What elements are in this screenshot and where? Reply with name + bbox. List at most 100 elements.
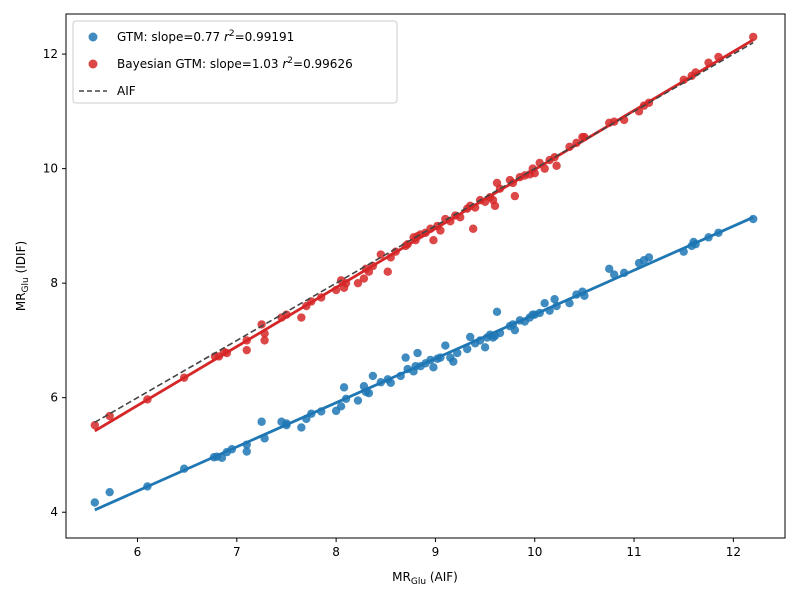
- point-gtm: [429, 363, 438, 372]
- point-gtm: [545, 306, 554, 315]
- point-gtm: [535, 308, 544, 318]
- legend-label-bayesian-value: =0.99626: [293, 57, 353, 71]
- point-gtm: [339, 383, 349, 392]
- point-gtm: [353, 396, 363, 405]
- aif-line: [94, 41, 754, 424]
- point-bayes: [540, 164, 549, 173]
- legend-label-bayesian-text: Bayesian GTM: slope=1.03: [117, 57, 282, 71]
- point-gtm: [376, 378, 386, 387]
- legend-label-bayesian-sup: 2: [287, 56, 293, 66]
- y-tick-label: 8: [50, 276, 58, 290]
- point-gtm: [453, 348, 462, 358]
- point-bayes: [714, 52, 723, 62]
- point-gtm: [297, 423, 306, 432]
- y-axis-ticks: 4 6 8 10 12: [43, 47, 66, 519]
- point-gtm: [341, 394, 351, 404]
- point-gtm: [282, 419, 291, 428]
- y-tick-label: 6: [50, 391, 58, 405]
- point-gtm: [475, 336, 485, 345]
- legend-label-aif-text: AIF: [117, 84, 136, 98]
- point-gtm: [179, 464, 189, 473]
- legend-label-gtm-r: r: [224, 30, 230, 44]
- point-gtm: [227, 445, 237, 454]
- point-gtm: [242, 447, 251, 456]
- point-gtm: [105, 487, 114, 497]
- x-tick-label: 10: [527, 545, 542, 559]
- point-gtm: [619, 268, 629, 278]
- x-axis-label-suffix: (AIF): [426, 570, 458, 584]
- point-bayes: [260, 336, 269, 345]
- x-tick-label: 8: [332, 545, 340, 559]
- point-bayes: [143, 395, 152, 404]
- point-bayes: [550, 152, 559, 162]
- x-tick-label: 11: [626, 545, 641, 559]
- point-bayes: [359, 274, 369, 283]
- point-bayes: [376, 250, 386, 259]
- point-bayes: [403, 240, 412, 249]
- y-axis-label-sub: Glu: [21, 277, 31, 292]
- point-bayes: [552, 161, 561, 170]
- point-bayes: [260, 329, 269, 338]
- point-bayes: [179, 373, 189, 382]
- y-tick-label: 10: [43, 162, 58, 176]
- y-axis-label-main: MR: [14, 292, 28, 311]
- point-bayes: [580, 132, 589, 142]
- point-bayes: [619, 115, 629, 125]
- point-gtm: [449, 357, 458, 366]
- point-gtm: [465, 332, 475, 342]
- point-bayes: [508, 178, 518, 188]
- point-gtm: [749, 214, 758, 224]
- y-axis-label: MRGlu (IDIF): [14, 241, 31, 311]
- y-axis-label-suffix: (IDIF): [14, 241, 28, 277]
- x-axis-label-main: MR: [392, 570, 411, 584]
- point-gtm: [143, 482, 152, 491]
- point-gtm: [540, 299, 549, 308]
- x-tick-label: 9: [432, 545, 440, 559]
- plot-frame: [65, 13, 786, 539]
- point-bayes: [297, 313, 306, 322]
- point-bayes: [383, 267, 392, 276]
- point-bayes: [105, 411, 114, 421]
- point-bayes: [242, 345, 251, 355]
- point-bayes: [436, 226, 445, 235]
- point-gtm: [552, 301, 561, 311]
- point-gtm: [644, 253, 654, 262]
- legend-label-gtm: GTM: slope=0.77 r2=0.99191: [117, 29, 294, 44]
- x-tick-label: 12: [726, 545, 741, 559]
- legend: GTM: slope=0.77 r2=0.99191 Bayesian GTM:…: [72, 20, 398, 104]
- point-gtm: [714, 228, 723, 237]
- point-bayes: [429, 236, 438, 245]
- point-gtm: [704, 233, 713, 242]
- point-bayes: [386, 253, 395, 262]
- point-bayes: [317, 293, 326, 302]
- legend-frame: [72, 20, 398, 104]
- point-gtm: [691, 240, 700, 249]
- x-axis-label: MRGlu (AIF): [392, 570, 458, 587]
- point-gtm: [307, 409, 316, 418]
- legend-marker-gtm: [88, 32, 98, 42]
- point-bayes: [470, 203, 480, 212]
- x-tick-label: 6: [134, 545, 142, 559]
- legend-label-gtm-sup: 2: [229, 29, 235, 39]
- point-gtm: [565, 299, 574, 308]
- point-gtm: [495, 328, 505, 338]
- point-gtm: [580, 291, 589, 300]
- point-gtm: [368, 371, 378, 381]
- point-gtm: [336, 402, 346, 411]
- point-bayes: [242, 336, 251, 345]
- point-gtm: [317, 407, 326, 416]
- x-axis-label-sub: Glu: [411, 577, 426, 587]
- point-gtm: [90, 498, 99, 507]
- point-bayes: [510, 191, 520, 201]
- x-axis-ticks: 6 7 8 9 10 11 12: [134, 538, 741, 559]
- point-bayes: [530, 169, 539, 178]
- legend-label-gtm-value: =0.99191: [235, 30, 295, 44]
- point-gtm: [364, 388, 374, 398]
- point-gtm: [441, 341, 450, 350]
- point-gtm: [426, 355, 435, 365]
- point-bayes: [353, 278, 363, 288]
- point-gtm: [492, 307, 502, 316]
- point-gtm: [217, 453, 227, 463]
- point-gtm: [510, 325, 520, 335]
